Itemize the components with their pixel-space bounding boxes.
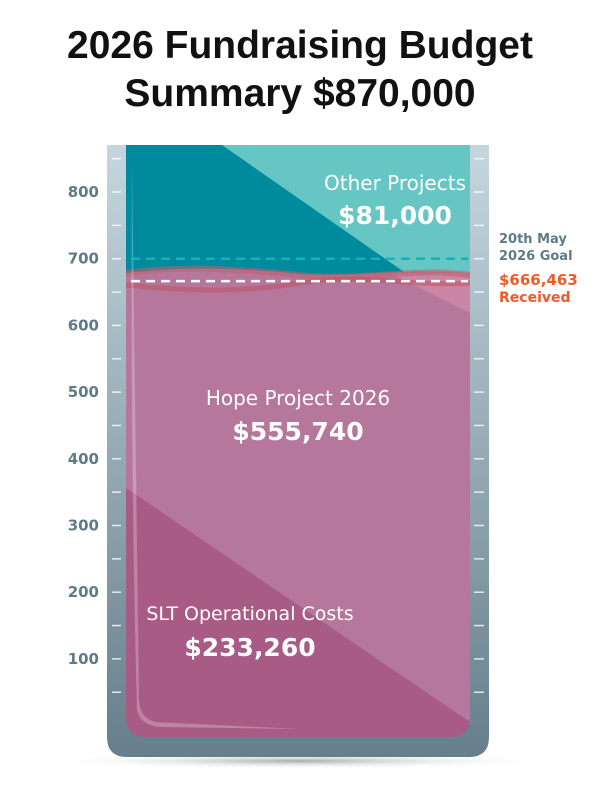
hope-project-label: Hope Project 2026 — [206, 386, 390, 410]
title-line-1: 2026 Fundraising Budget — [67, 24, 533, 67]
hope-project-amount: $555,740 — [232, 417, 363, 446]
goal-label-line-1: 20th May — [499, 232, 567, 247]
received-annotation: $666,463 Received — [499, 271, 578, 307]
chart-title: 2026 Fundraising Budget Summary $870,000 — [0, 22, 600, 118]
fill-surface-wave — [126, 276, 470, 293]
received-label: Received — [499, 290, 571, 306]
y-tick-label: 500 — [68, 383, 99, 401]
goal-annotation: 20th May 2026 Goal — [499, 231, 573, 265]
other-projects-amount: $81,000 — [338, 201, 452, 230]
y-tick-label: 600 — [68, 316, 99, 334]
goal-label-line-2: 2026 Goal — [499, 249, 573, 264]
y-tick-label: 200 — [68, 583, 99, 601]
slt-operational-amount: $233,260 — [184, 633, 315, 662]
title-line-2: Summary $870,000 — [124, 72, 476, 115]
received-amount: $666,463 — [499, 271, 578, 289]
y-tick-label: 400 — [68, 450, 99, 468]
slt-operational-label: SLT Operational Costs — [146, 603, 353, 625]
other-projects-label: Other Projects — [324, 171, 466, 195]
y-tick-label: 700 — [68, 250, 99, 268]
y-tick-label: 800 — [68, 183, 99, 201]
tank-fill — [126, 145, 470, 737]
fill-surface-wave — [126, 265, 470, 280]
y-tick-label: 100 — [68, 650, 99, 668]
y-axis: 100 200 300 400 500 600 700 800 — [68, 157, 484, 693]
y-tick-label: 300 — [68, 517, 99, 535]
slt-operational-area — [126, 488, 470, 737]
